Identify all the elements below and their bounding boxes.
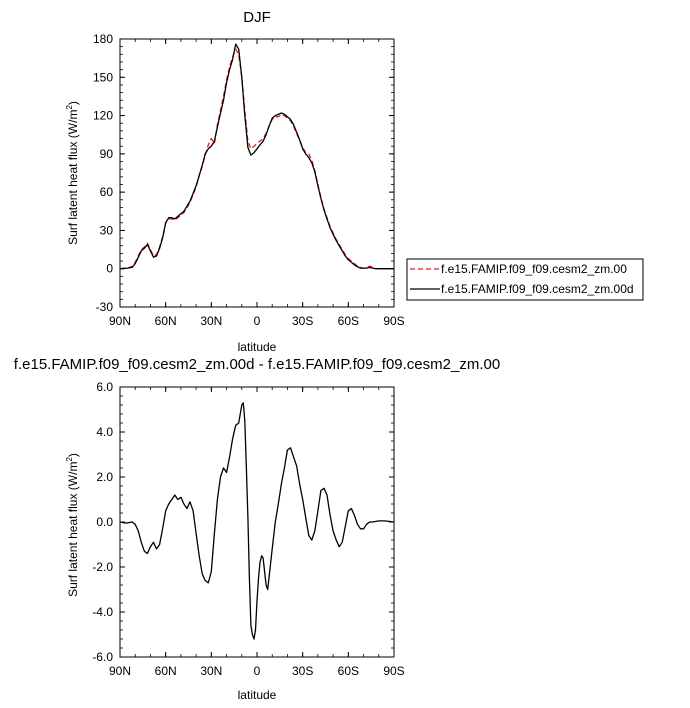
top-x-tick-label: 60N: [155, 314, 177, 328]
bottom-x-tick-label: 90S: [383, 664, 404, 678]
top-series-line-1: [119, 43, 394, 270]
bottom-y-tick-label: 0.0: [96, 515, 113, 529]
top-x-tick-label: 30S: [292, 314, 313, 328]
legend-box: [406, 258, 644, 301]
bottom-y-tick-label: 4.0: [96, 425, 113, 439]
top-y-axis-title: Surf latent heat flux (W/m2): [65, 101, 80, 245]
bottom-y-tick-label: 2.0: [96, 470, 113, 484]
bottom-x-axis-title: latitude: [238, 688, 277, 702]
top-y-tick-label: 120: [93, 109, 113, 123]
top-y-axis-title-close: ): [66, 101, 80, 105]
top-y-tick-label: 180: [93, 32, 113, 46]
top-y-axis-title-main: Surf latent heat flux (W/m: [66, 110, 80, 245]
top-chart-legend: f.e15.FAMIP.f09_f09.cesm2_zm.00 f.e15.FA…: [406, 258, 644, 301]
bottom-chart-title: f.e15.FAMIP.f09_f09.cesm2_zm.00d - f.e15…: [14, 356, 500, 373]
bottom-y-axis-title: Surf latent heat flux (W/m2): [65, 453, 80, 597]
bottom-y-tick-label: 6.0: [96, 380, 113, 394]
top-plot-area: 90N 60N 30N 0 30S 60S 90S -30 0 30 60 90 120 150 180: [93, 32, 405, 328]
bottom-plot-frame: [119, 386, 395, 658]
top-x-axis-title: latitude: [238, 340, 277, 354]
top-x-tick-label: 90N: [109, 314, 131, 328]
top-plot-frame: [119, 38, 395, 308]
top-x-tick-label: 0: [254, 314, 261, 328]
top-y-tick-label: 60: [100, 185, 114, 199]
top-series-line-0: [119, 48, 394, 270]
bottom-chart-panel: f.e15.FAMIP.f09_f09.cesm2_zm.00d - f.e15…: [14, 356, 500, 702]
bottom-y-tick-label: -6.0: [92, 650, 113, 664]
legend-label-00: f.e15.FAMIP.f09_f09.cesm2_zm.00: [441, 262, 627, 276]
top-y-tick-label: 90: [100, 147, 114, 161]
bottom-x-tick-label: 30N: [200, 664, 222, 678]
bottom-plot-area: 90N 60N 30N 0 30S 60S 90S -6.0 -4.0 -2.0 0.0 2.0 4.0…: [92, 380, 404, 678]
bottom-y-tick-label: -2.0: [92, 560, 113, 574]
top-x-tick-label: 60S: [338, 314, 359, 328]
top-chart-panel: DJF 90N 60N 30N 0 30S 60S 90S -30 0 30 60 90 120 150 1…: [65, 9, 405, 354]
bottom-y-axis-title-main: Surf latent heat flux (W/m: [66, 462, 80, 597]
legend-label-00d: f.e15.FAMIP.f09_f09.cesm2_zm.00d: [441, 282, 634, 296]
top-y-tick-label: -30: [96, 300, 114, 314]
bottom-y-tick-label: -4.0: [92, 605, 113, 619]
bottom-series-line-0: [119, 402, 395, 640]
bottom-x-tick-label: 60S: [338, 664, 359, 678]
bottom-x-tick-label: 30S: [292, 664, 313, 678]
top-x-tick-label: 30N: [200, 314, 222, 328]
top-chart-title: DJF: [243, 9, 271, 26]
top-y-tick-label: 30: [100, 223, 114, 237]
top-x-tick-label: 90S: [383, 314, 404, 328]
bottom-x-tick-label: 60N: [155, 664, 177, 678]
bottom-y-axis-title-close: ): [66, 453, 80, 457]
bottom-x-tick-label: 90N: [109, 664, 131, 678]
bottom-x-tick-label: 0: [254, 664, 261, 678]
top-y-tick-label: 0: [106, 262, 113, 276]
top-y-axis-title-sup: 2: [65, 105, 74, 110]
bottom-y-axis-title-sup: 2: [65, 457, 74, 462]
top-y-tick-label: 150: [93, 70, 113, 84]
